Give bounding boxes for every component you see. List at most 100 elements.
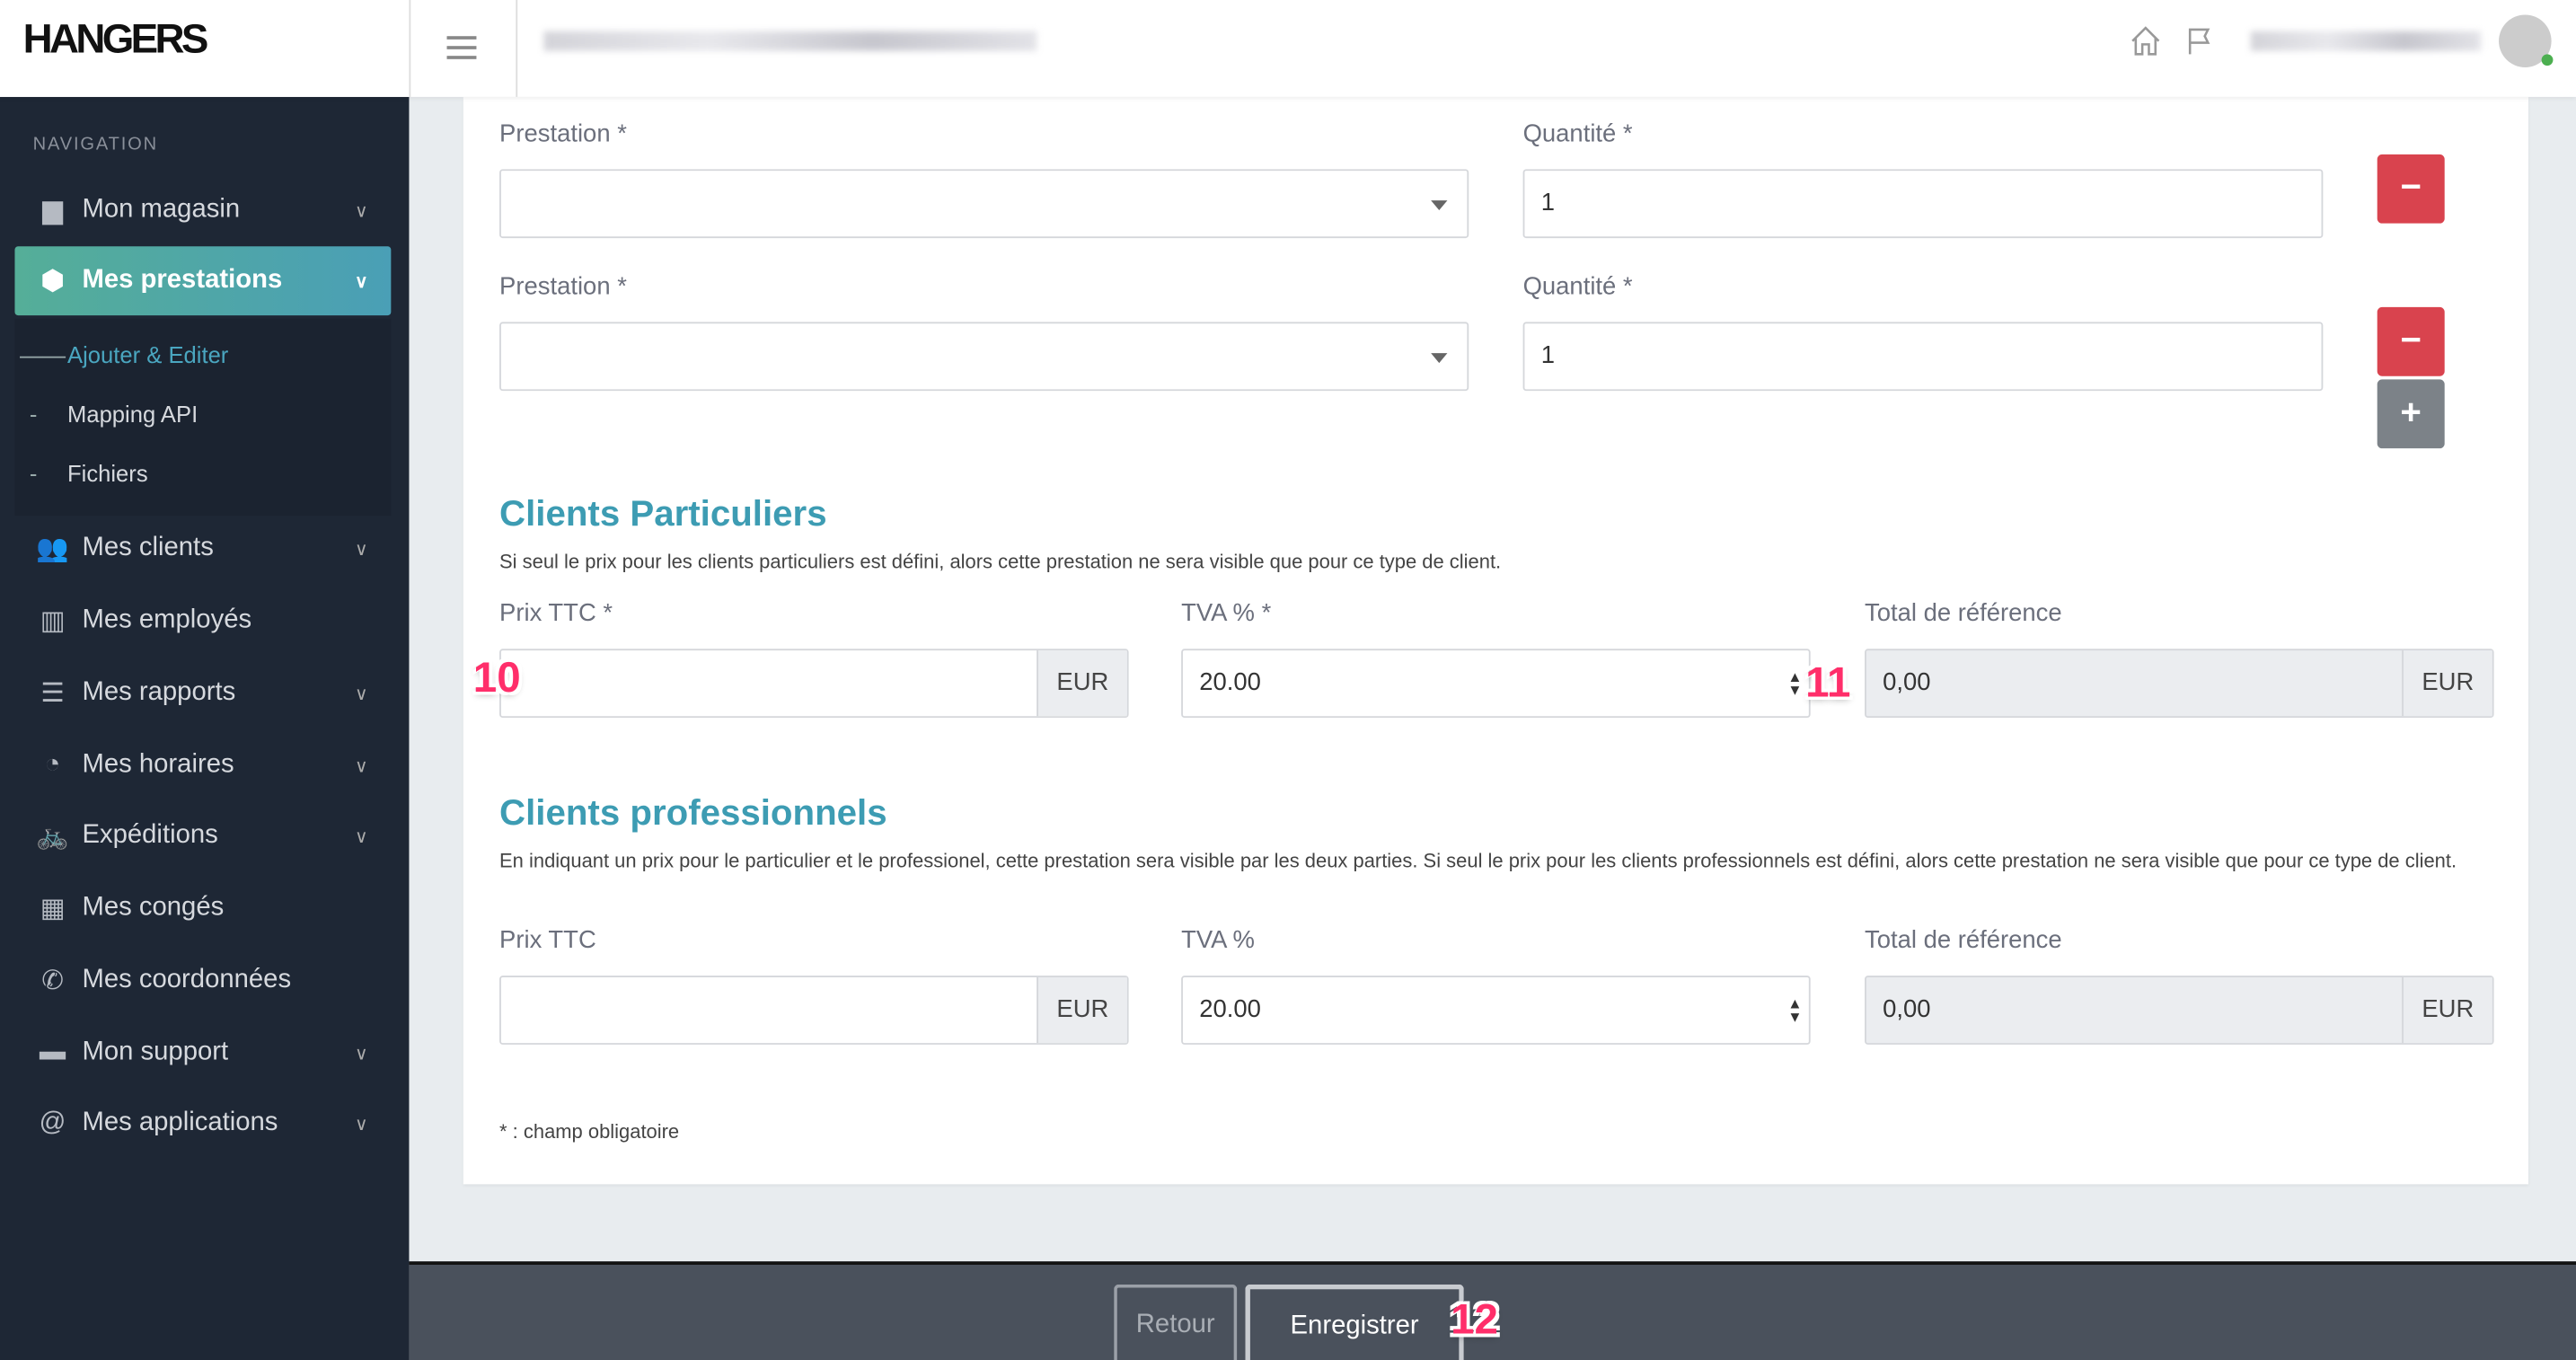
- quantite-label: Quantité *: [1522, 119, 1633, 148]
- sidebar-item-mes-rapports[interactable]: ☰ Mes rapports ∨: [14, 658, 391, 728]
- quantite-input[interactable]: 1: [1522, 322, 2324, 392]
- list-icon: ☰: [40, 679, 65, 709]
- sidebar-item-label: Mon support: [82, 1038, 229, 1066]
- sidebar-item-mon-magasin[interactable]: ▆ Mon magasin ∨: [14, 176, 391, 245]
- total-value: 0,00: [1883, 995, 1931, 1024]
- chevron-down-icon: ∨: [354, 271, 368, 292]
- subitem-label: Fichiers: [66, 459, 148, 487]
- section-help-particuliers: Si seul le prix pour les clients particu…: [499, 550, 1502, 574]
- menu-toggle-icon[interactable]: [446, 30, 477, 66]
- select-arrows-icon: ▲ ▼: [1787, 995, 1803, 1025]
- required-note: * : champ obligatoire: [499, 1120, 680, 1144]
- annotation-12: 12: [1451, 1294, 1498, 1344]
- prestation-select[interactable]: [499, 322, 1469, 392]
- dash: -: [29, 401, 38, 428]
- nav-section-label: NAVIGATION: [32, 134, 158, 155]
- home-icon[interactable]: [2130, 24, 2163, 57]
- bicycle-icon: 🚲: [36, 823, 69, 852]
- remove-row-button[interactable]: −: [2377, 154, 2445, 224]
- sidebar: NAVIGATION ▆ Mon magasin ∨ ⬢ Mes prestation…: [0, 96, 410, 1360]
- subitem-label: Mapping API: [66, 401, 198, 428]
- chevron-down-icon: ∨: [354, 1044, 368, 1064]
- sidebar-item-label: Mes clients: [82, 534, 214, 562]
- briefcase-icon: ▆: [42, 197, 63, 225]
- sidebar-item-mes-horaires[interactable]: ◔ Mes horaires ∨: [14, 731, 391, 800]
- total-label: Total de référence: [1865, 926, 2062, 955]
- sidebar-item-mes-prestations[interactable]: ⬢ Mes prestations ∨: [14, 246, 392, 316]
- save-button[interactable]: Enregistrer: [1245, 1284, 1464, 1360]
- sidebar-item-label: Expéditions: [82, 821, 218, 850]
- total-input: 0,00 EUR: [1865, 649, 2494, 719]
- chevron-down-icon: ∨: [354, 826, 368, 847]
- sidebar-item-label: Mes coordonnées: [82, 966, 292, 994]
- remove-row-button[interactable]: −: [2377, 306, 2445, 376]
- top-bar: HANGERS: [0, 0, 2576, 97]
- dash: -: [29, 459, 38, 487]
- currency-addon: EUR: [2402, 976, 2492, 1044]
- sidebar-item-mes-employes[interactable]: ▥ Mes employés: [14, 587, 391, 656]
- subitem-mapping-api[interactable]: - Mapping API: [30, 401, 198, 428]
- footer-bar: Retour Enregistrer 12: [409, 1261, 2576, 1360]
- prix-label: Prix TTC *: [499, 599, 613, 628]
- sidebar-item-label: Mes rapports: [82, 678, 236, 707]
- section-title-professionnels: Clients professionnels: [499, 791, 887, 834]
- comments-icon: ▬: [39, 1038, 66, 1066]
- active-dash: ——: [19, 341, 66, 368]
- redacted-title: [543, 31, 1037, 51]
- add-row-button[interactable]: +: [2377, 379, 2445, 449]
- sidebar-item-mes-clients[interactable]: 👥 Mes clients ∨: [14, 514, 391, 583]
- sidebar-item-label: Mes congés: [82, 893, 225, 922]
- users-icon: 👥: [36, 535, 69, 564]
- annotation-10: 10: [472, 651, 521, 702]
- divider: [516, 0, 518, 97]
- flag-icon[interactable]: [2185, 26, 2215, 56]
- tva-label: TVA %: [1181, 926, 1255, 955]
- quantite-input[interactable]: 1: [1522, 169, 2324, 239]
- total-value: 0,00: [1883, 668, 1931, 697]
- logo[interactable]: HANGERS: [22, 16, 209, 63]
- submenu: [14, 318, 392, 517]
- chevron-down-icon: ∨: [354, 1114, 368, 1135]
- online-status-dot: [2541, 54, 2554, 66]
- redacted-username: [2250, 31, 2481, 51]
- cube-icon: ⬢: [40, 268, 65, 296]
- subitem-fichiers[interactable]: - Fichiers: [30, 459, 148, 487]
- avatar[interactable]: [2499, 14, 2554, 67]
- sidebar-item-mon-support[interactable]: ▬ Mon support ∨: [14, 1019, 391, 1088]
- prix-input[interactable]: EUR: [499, 649, 1129, 719]
- currency-addon: EUR: [1037, 650, 1127, 717]
- prestation-select[interactable]: [499, 169, 1469, 239]
- section-help-professionnels: En indiquant un prix pour le particulier…: [499, 849, 2457, 872]
- prestation-label: Prestation *: [499, 272, 627, 301]
- sidebar-item-mes-applications[interactable]: @ Mes applications ∨: [14, 1089, 391, 1158]
- chevron-down-icon: ∨: [354, 756, 368, 776]
- select-arrows-icon: ▲ ▼: [1787, 668, 1803, 699]
- back-button[interactable]: Retour: [1114, 1284, 1238, 1360]
- section-title-particuliers: Clients Particuliers: [499, 492, 827, 534]
- calendar-icon: ▦: [40, 895, 66, 923]
- at-icon: @: [39, 1108, 66, 1137]
- form-card: Prestation * Quantité * 1 − Prestation *…: [463, 96, 2528, 1185]
- tva-value: 20.00: [1199, 995, 1261, 1024]
- quantite-label: Quantité *: [1522, 272, 1633, 301]
- sidebar-item-label: Mes applications: [82, 1108, 278, 1137]
- subitem-label: Ajouter & Editer: [66, 341, 229, 368]
- tva-select[interactable]: 20.00 ▲ ▼: [1181, 976, 1811, 1045]
- sidebar-item-label: Mon magasin: [82, 195, 241, 224]
- prix-input[interactable]: EUR: [499, 976, 1129, 1045]
- subitem-ajouter-editer[interactable]: —— Ajouter & Editer: [20, 341, 229, 368]
- total-label: Total de référence: [1865, 599, 2062, 628]
- sidebar-item-expeditions[interactable]: 🚲 Expéditions ∨: [14, 801, 391, 870]
- sidebar-item-mes-conges[interactable]: ▦ Mes congés: [14, 874, 391, 943]
- sidebar-item-mes-coordonnees[interactable]: ✆ Mes coordonnées: [14, 946, 391, 1015]
- clock-icon: ◔: [44, 750, 61, 779]
- tva-label: TVA % *: [1181, 599, 1272, 628]
- tva-select[interactable]: 20.00 ▲ ▼: [1181, 649, 1811, 719]
- phone-icon: ✆: [41, 967, 64, 996]
- caret-down-icon: [1431, 353, 1448, 364]
- sidebar-item-label: Mes prestations: [82, 266, 283, 295]
- chevron-down-icon: ∨: [354, 200, 368, 221]
- chevron-down-icon: ∨: [354, 684, 368, 704]
- chevron-down-icon: ∨: [354, 539, 368, 560]
- tva-value: 20.00: [1199, 668, 1261, 697]
